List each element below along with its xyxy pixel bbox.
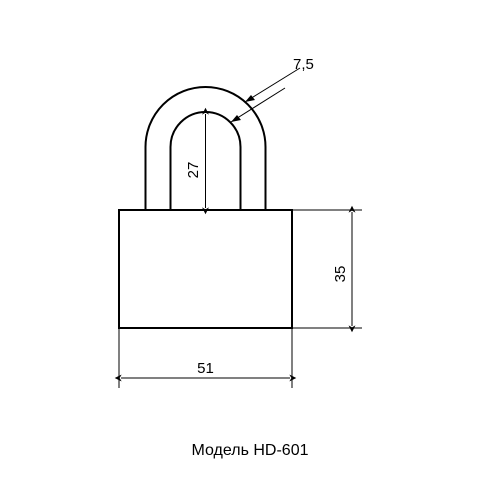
dim-body-height: 35 <box>292 210 362 328</box>
lock-body <box>119 210 292 328</box>
dim-shackle-inner-height: 27 <box>185 114 206 208</box>
dim-body-width: 51 <box>119 328 292 388</box>
dim-shackle-thickness-label: 7,5 <box>293 56 314 73</box>
dim-body-width-label: 51 <box>197 360 214 377</box>
padlock-dimension-diagram: 7,5 27 35 51 Модель HD-601 <box>0 0 500 500</box>
dim-body-height-label: 35 <box>332 266 349 283</box>
dim-shackle-thickness: 7,5 <box>231 56 314 122</box>
dim-shackle-inner-height-label: 27 <box>185 162 202 179</box>
diagram-caption: Модель HD-601 <box>191 442 308 459</box>
